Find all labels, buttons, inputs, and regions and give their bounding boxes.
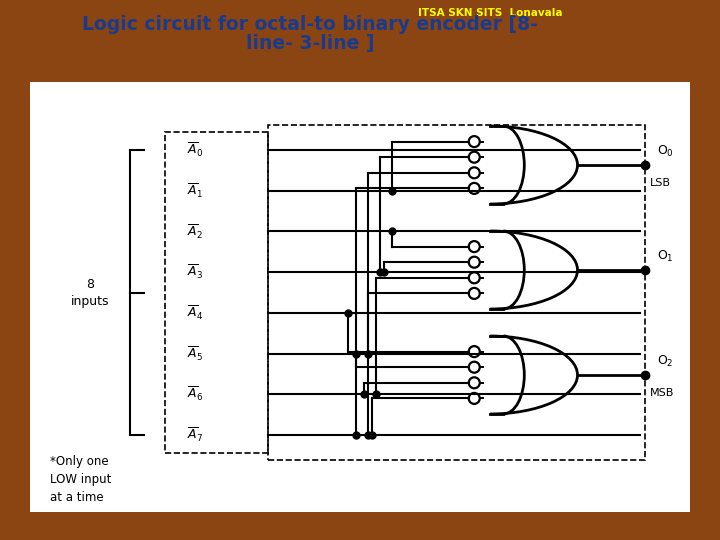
Text: Logic circuit for octal-to binary encoder [8-: Logic circuit for octal-to binary encode…	[82, 16, 538, 35]
Text: LSB: LSB	[650, 178, 671, 188]
Text: O$_1$: O$_1$	[657, 248, 674, 264]
Text: MSB: MSB	[650, 388, 675, 398]
Text: $\overline{A}_1$: $\overline{A}_1$	[187, 181, 203, 200]
Text: 8
inputs: 8 inputs	[71, 278, 109, 308]
Bar	[165, 132, 268, 453]
Text: $\overline{A}_2$: $\overline{A}_2$	[187, 222, 203, 240]
Bar	[268, 125, 645, 460]
Text: $\overline{A}_0$: $\overline{A}_0$	[186, 141, 203, 159]
Text: $\overline{A}_4$: $\overline{A}_4$	[186, 304, 203, 322]
Text: $\overline{A}_5$: $\overline{A}_5$	[187, 345, 203, 363]
Text: O$_2$: O$_2$	[657, 354, 674, 368]
Bar	[30, 82, 690, 512]
Text: $\overline{A}_7$: $\overline{A}_7$	[187, 426, 203, 444]
Text: $\overline{A}_3$: $\overline{A}_3$	[187, 263, 203, 281]
Text: $\overline{A}_6$: $\overline{A}_6$	[186, 385, 203, 403]
Text: *Only one
LOW input
at a time: *Only one LOW input at a time	[50, 455, 112, 504]
Text: O$_0$: O$_0$	[657, 144, 674, 159]
Text: ITSA SKN SITS  Lonavala: ITSA SKN SITS Lonavala	[418, 8, 562, 18]
Text: line- 3-line ]: line- 3-line ]	[246, 33, 374, 52]
